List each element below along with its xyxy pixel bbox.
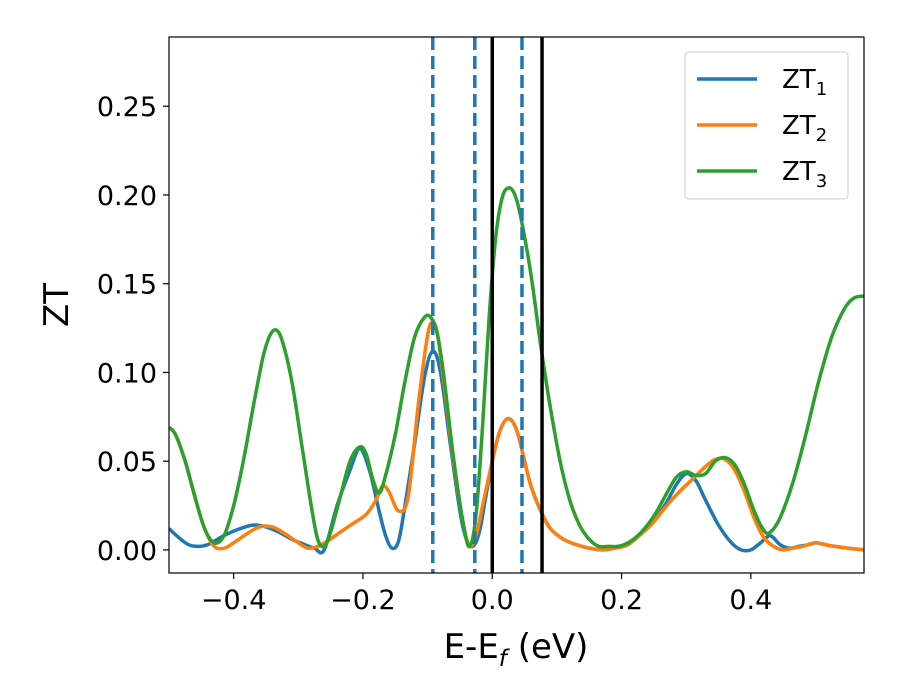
x-axis-label-sub: f	[499, 646, 510, 672]
x-axis-label: E-Ef (eV)	[444, 627, 589, 672]
x-tick-label: 0.4	[729, 585, 772, 616]
x-axis-label-base: E-E	[444, 627, 499, 667]
series-lines	[169, 186, 864, 555]
y-tick-label: 0.15	[97, 270, 157, 301]
y-tick-label: 0.05	[97, 447, 157, 478]
x-axis-label-suffix: (eV)	[507, 627, 589, 667]
x-axis: −0.4 −0.2 0.0 0.2 0.4	[201, 573, 772, 616]
legend-label-zt3: ZT3	[782, 157, 827, 192]
plot-frame	[168, 36, 865, 574]
x-tick-label: 0.2	[600, 585, 643, 616]
y-axis: 0.00 0.05 0.10 0.15 0.20 0.25	[97, 92, 169, 567]
y-tick-label: 0.20	[97, 181, 157, 212]
legend: ZT1 ZT2 ZT3	[684, 51, 849, 200]
series-line-zt2	[169, 320, 864, 552]
series-line-zt3	[169, 186, 864, 549]
legend-frame	[684, 51, 849, 200]
legend-label-zt2: ZT2	[782, 111, 827, 146]
y-tick-label: 0.00	[97, 536, 157, 567]
y-tick-label: 0.10	[97, 358, 157, 389]
x-tick-label: −0.2	[330, 585, 396, 616]
reference-lines	[431, 37, 544, 573]
x-tick-label: 0.0	[471, 585, 514, 616]
x-tick-label: −0.4	[201, 585, 267, 616]
y-axis-label: ZT	[37, 283, 77, 327]
legend-label-zt1: ZT1	[782, 65, 827, 100]
y-tick-label: 0.25	[97, 92, 157, 123]
